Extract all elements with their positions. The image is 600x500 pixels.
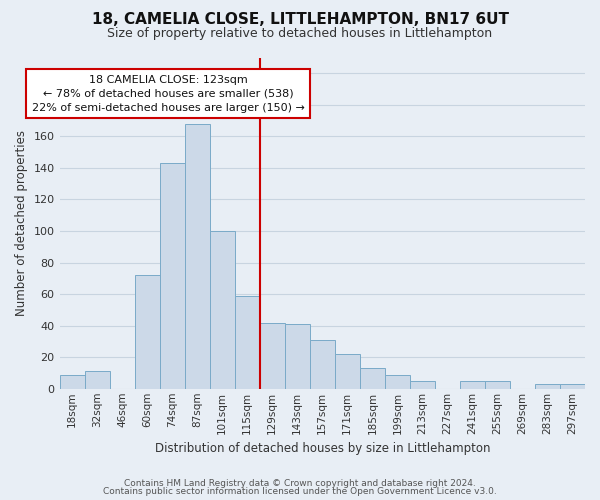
- Bar: [560, 384, 585, 389]
- Text: Contains HM Land Registry data © Crown copyright and database right 2024.: Contains HM Land Registry data © Crown c…: [124, 478, 476, 488]
- Bar: [335, 354, 360, 389]
- Bar: [235, 296, 260, 389]
- Bar: [134, 275, 160, 389]
- Bar: [385, 374, 410, 389]
- Bar: [209, 231, 235, 389]
- Bar: [85, 372, 110, 389]
- X-axis label: Distribution of detached houses by size in Littlehampton: Distribution of detached houses by size …: [155, 442, 490, 455]
- Bar: [410, 381, 435, 389]
- Bar: [535, 384, 560, 389]
- Y-axis label: Number of detached properties: Number of detached properties: [15, 130, 28, 316]
- Bar: [185, 124, 209, 389]
- Bar: [485, 381, 510, 389]
- Bar: [160, 163, 185, 389]
- Bar: [260, 322, 285, 389]
- Bar: [59, 374, 85, 389]
- Text: Size of property relative to detached houses in Littlehampton: Size of property relative to detached ho…: [107, 28, 493, 40]
- Bar: [360, 368, 385, 389]
- Text: Contains public sector information licensed under the Open Government Licence v3: Contains public sector information licen…: [103, 487, 497, 496]
- Bar: [285, 324, 310, 389]
- Text: 18 CAMELIA CLOSE: 123sqm
← 78% of detached houses are smaller (538)
22% of semi-: 18 CAMELIA CLOSE: 123sqm ← 78% of detach…: [32, 75, 305, 113]
- Bar: [460, 381, 485, 389]
- Text: 18, CAMELIA CLOSE, LITTLEHAMPTON, BN17 6UT: 18, CAMELIA CLOSE, LITTLEHAMPTON, BN17 6…: [91, 12, 509, 28]
- Bar: [310, 340, 335, 389]
